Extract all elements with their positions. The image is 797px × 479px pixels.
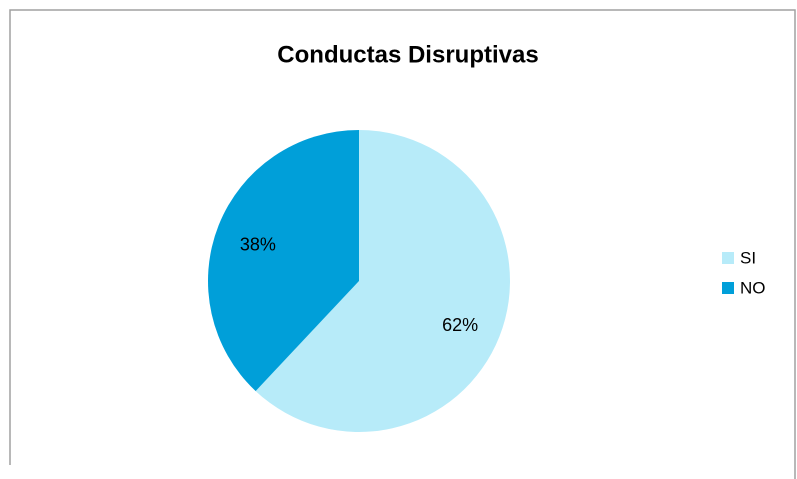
- legend-label: NO: [740, 278, 766, 297]
- chart-title: Conductas Disruptivas: [277, 41, 538, 68]
- legend-swatch: [722, 252, 734, 264]
- pie-slice: [255, 130, 510, 432]
- legend-label: SI: [740, 248, 756, 267]
- chart-frame: [9, 9, 796, 479]
- legend-swatch: [722, 282, 734, 294]
- data-label: 62%: [442, 315, 478, 335]
- pie-slice: [208, 130, 359, 392]
- data-label: 38%: [240, 235, 276, 255]
